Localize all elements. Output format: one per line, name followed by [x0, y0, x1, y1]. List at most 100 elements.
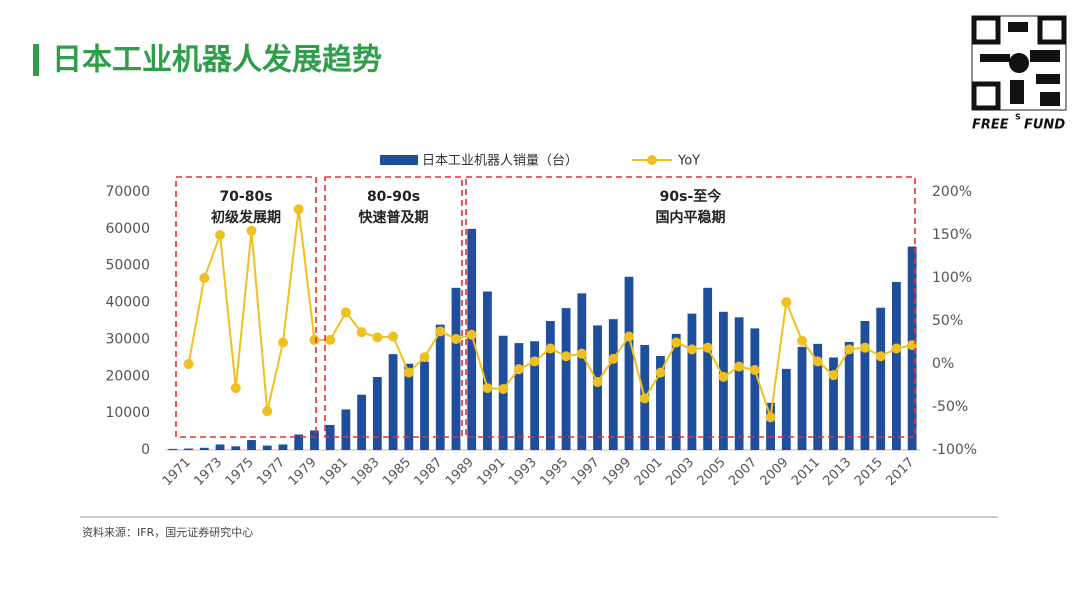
bar	[388, 354, 398, 450]
bar	[624, 276, 634, 450]
yoy-marker	[199, 273, 210, 283]
slide-title: 日本工业机器人发展趋势	[52, 43, 382, 78]
bar	[294, 434, 304, 450]
period-label: 70-80s	[219, 189, 272, 205]
yoy-marker	[435, 326, 446, 337]
bar	[231, 446, 241, 450]
yoy-marker	[277, 337, 288, 348]
y-tick-label: 50000	[105, 258, 150, 274]
period-label: 初级发展期	[211, 209, 281, 226]
yoy-marker	[403, 367, 414, 378]
y2-tick-label: -50%	[932, 399, 968, 415]
bar	[656, 356, 665, 450]
bar	[262, 445, 272, 450]
bar	[829, 357, 838, 450]
legend-swatch	[647, 155, 657, 165]
yoy-marker	[545, 343, 556, 354]
bar	[357, 394, 367, 450]
y2-tick-label: -100%	[932, 442, 977, 458]
bar	[860, 321, 870, 450]
legend-label: YoY	[677, 154, 700, 169]
yoy-marker	[466, 329, 477, 340]
title-accent	[33, 44, 39, 76]
yoy-marker	[639, 393, 650, 404]
period-box	[324, 176, 463, 438]
bar	[687, 313, 697, 450]
yoy-marker	[561, 351, 572, 362]
period-label: 80-90s	[367, 189, 420, 205]
yoy-marker	[262, 406, 273, 417]
bar	[545, 321, 555, 450]
bar	[703, 287, 713, 450]
yoy-marker	[215, 230, 226, 240]
y2-tick-label: 50%	[932, 313, 963, 329]
y-tick-label: 10000	[105, 405, 150, 421]
bar	[844, 342, 854, 450]
bar	[608, 319, 618, 450]
yoy-marker	[608, 353, 619, 364]
logo-text: FUND	[1024, 118, 1065, 133]
yoy-marker	[844, 344, 855, 355]
bar	[420, 361, 429, 450]
bar	[278, 444, 288, 450]
bar	[750, 328, 760, 450]
y-tick-label: 30000	[105, 331, 150, 347]
yoy-marker	[246, 225, 257, 236]
yoy-marker	[655, 367, 666, 378]
bar	[797, 346, 807, 450]
period-label: 快速普及期	[359, 209, 429, 226]
yoy-marker	[576, 348, 587, 359]
legend-label: 日本工业机器人销量（台）	[422, 154, 578, 169]
bar	[593, 325, 602, 450]
bar	[483, 291, 492, 450]
period-label: 90s-至今	[660, 188, 722, 205]
source-note: 资料来源：IFR，国元证券研究中心	[82, 525, 253, 539]
bar	[168, 448, 178, 450]
yoy-marker	[498, 383, 509, 394]
yoy-marker	[293, 204, 304, 215]
bar	[577, 293, 587, 450]
bar	[247, 440, 256, 450]
bar	[734, 317, 744, 450]
yoy-marker	[749, 365, 760, 376]
yoy-marker	[388, 331, 399, 342]
period-box	[175, 176, 317, 438]
bar	[451, 287, 461, 450]
bar	[514, 343, 524, 450]
y2-tick-label: 100%	[932, 270, 972, 286]
yoy-marker	[797, 335, 808, 346]
period-label: 国内平稳期	[656, 209, 726, 226]
legend-swatch	[380, 155, 418, 165]
yoy-marker	[419, 352, 430, 363]
bar	[184, 448, 193, 450]
qr-code	[971, 15, 1067, 111]
yoy-marker	[309, 334, 320, 345]
y-tick-label: 70000	[105, 184, 150, 200]
yoy-marker	[624, 331, 635, 342]
yoy-marker	[482, 383, 493, 394]
yoy-marker	[875, 351, 886, 362]
yoy-marker	[781, 297, 792, 308]
bar	[561, 308, 571, 450]
period-box	[465, 176, 916, 438]
bar	[372, 377, 382, 450]
bar	[892, 281, 901, 450]
yoy-marker	[718, 371, 729, 382]
yoy-marker	[183, 359, 194, 369]
yoy-marker	[372, 332, 383, 343]
bar	[781, 368, 791, 450]
bar	[341, 409, 351, 450]
yoy-marker	[671, 337, 682, 348]
yoy-marker	[230, 383, 241, 394]
yoy-marker	[325, 334, 336, 345]
yoy-marker	[828, 370, 839, 381]
yoy-marker	[686, 344, 697, 355]
y-tick-label: 40000	[105, 295, 150, 311]
yoy-marker	[734, 361, 745, 372]
bar	[215, 444, 225, 450]
y-tick-label: 0	[141, 442, 150, 458]
bar	[813, 343, 823, 450]
yoy-marker	[765, 412, 776, 423]
bar	[876, 307, 886, 450]
